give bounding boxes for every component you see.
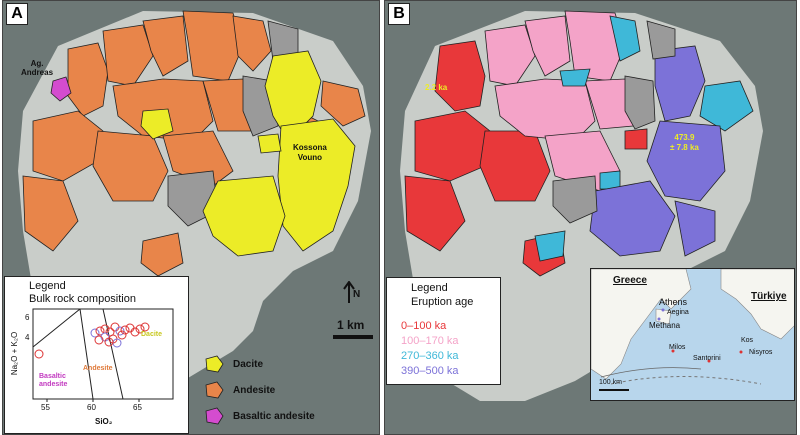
undated-unit	[552, 175, 598, 224]
inset-label-greece: Greece	[613, 275, 647, 286]
age-390-500-unit	[654, 45, 706, 122]
composition-key-row: Basaltic andesite	[203, 405, 315, 427]
location-inset-map: Greece Türkiye Athens Aegina Methana Mil…	[590, 268, 795, 401]
composition-swatch	[205, 407, 224, 425]
inset-label-turkiye: Türkiye	[751, 291, 787, 302]
age-390-500-unit	[674, 200, 716, 257]
andesite-unit	[67, 42, 109, 117]
tas-sample-point	[135, 324, 145, 334]
age-270-360-unit	[599, 170, 621, 190]
undated-unit	[624, 75, 656, 130]
inset-label-methana: Methana	[649, 321, 681, 330]
dacite-unit	[140, 108, 174, 140]
tas-sample-point	[120, 325, 130, 335]
inset-label-milos: Milos	[669, 344, 686, 351]
composition-key-label: Andesite	[233, 384, 276, 396]
map-panel-b: B 2.2 ka 473.9 ± 7.8 ka Legend Eruption …	[384, 0, 797, 435]
label-kossona-vouno: Kossona Vouno	[293, 143, 327, 162]
age-100-170-unit	[494, 78, 596, 142]
age-100-170-unit	[484, 24, 536, 87]
label-age-young: 2.2 ka	[425, 83, 448, 92]
age-legend-item: 100–170 ka	[401, 335, 459, 347]
north-arrow-icon	[343, 281, 355, 303]
legend-subtitle-a: Bulk rock composition	[29, 293, 136, 305]
tas-sample-point	[117, 330, 127, 340]
tas-legend: Legend Bulk rock composition Na₂O + K₂O …	[4, 276, 189, 434]
tas-xlabel: SiO₂	[95, 417, 113, 426]
andesite-unit	[162, 130, 234, 187]
tas-xtick-60: 60	[87, 403, 96, 412]
tas-sample-point	[95, 326, 105, 336]
age-0-100-unit	[404, 175, 466, 252]
andesite-unit	[142, 15, 189, 77]
tas-xtick-55: 55	[41, 403, 50, 412]
tas-ytick-4: 4	[25, 333, 30, 342]
dacite-unit	[257, 133, 282, 154]
tas-sample-point	[94, 335, 104, 345]
tas-sample-point	[140, 322, 150, 332]
inset-label-athens: Athens	[659, 297, 688, 307]
composition-key: Dacite Andesite Basaltic andesite	[203, 353, 373, 433]
tas-sample-point	[90, 328, 100, 338]
map-panel-a: A Ag. Andreas Kossona Vouno N 1 km Legen…	[2, 0, 380, 435]
composition-key-row: Dacite	[203, 353, 263, 375]
panel-letter-a: A	[6, 3, 28, 25]
composition-swatch	[205, 381, 224, 399]
age-legend: Legend Eruption age 0–100 ka 100–170 ka 27…	[386, 277, 501, 385]
tas-ytick-6: 6	[25, 313, 30, 322]
tas-field-andesite: Andesite	[83, 365, 113, 372]
tas-sample-point	[104, 337, 114, 347]
aegean-map	[591, 269, 794, 391]
tas-xtick-65: 65	[133, 403, 142, 412]
dacite-unit	[277, 118, 356, 252]
inset-scale-label: 100 km	[599, 379, 622, 386]
age-270-360-unit	[559, 68, 591, 87]
inset-label-nisyros: Nisyros	[749, 349, 773, 356]
age-390-500-unit	[589, 180, 676, 257]
tas-field-basaltic: Basaltic andesite	[39, 373, 68, 388]
inset-label-santorini: Santorini	[693, 355, 721, 362]
inset-label-kos: Kos	[741, 337, 754, 344]
andesite-unit	[320, 80, 366, 127]
age-legend-item: 0–100 ka	[401, 320, 447, 332]
composition-swatch	[205, 355, 224, 373]
age-270-360-unit	[609, 15, 641, 62]
inset-label-aegina: Aegina	[667, 309, 689, 316]
composition-key-label: Basaltic andesite	[233, 410, 315, 422]
tas-sample-point	[110, 322, 120, 332]
andesite-unit	[22, 175, 79, 252]
tas-sample-point	[125, 323, 135, 333]
panel-letter-b: B	[388, 3, 410, 25]
north-arrow	[343, 281, 363, 311]
age-270-360-unit	[699, 80, 754, 132]
legend-title-a: Legend	[29, 280, 66, 292]
composition-key-label: Dacite	[233, 358, 264, 370]
age-390-500-unit	[646, 120, 726, 202]
label-ag-andreas: Ag. Andreas	[21, 59, 54, 77]
tas-sample-point	[130, 327, 140, 337]
age-legend-item: 270–360 ka	[401, 350, 459, 362]
age-0-100-unit	[434, 40, 486, 112]
age-0-100-unit	[624, 128, 648, 150]
legend-title-b: Legend	[411, 282, 448, 294]
scale-bar-label: 1 km	[337, 318, 365, 332]
andesite-unit	[102, 24, 154, 87]
age-270-360-unit	[534, 230, 566, 262]
north-label: N	[353, 289, 361, 300]
scale-bar	[333, 335, 373, 339]
dacite-unit	[202, 175, 286, 257]
undated-unit	[646, 20, 676, 60]
composition-key-row: Andesite	[203, 379, 275, 401]
age-legend-item: 390–500 ka	[401, 365, 459, 377]
tas-ylabel: Na₂O + K₂O	[10, 331, 20, 376]
tas-diagram	[32, 308, 174, 402]
basaltic-andesite-unit	[50, 76, 72, 102]
label-age-old: 473.9 ± 7.8 ka	[670, 133, 699, 152]
tas-field-dacite: Dacite	[141, 331, 163, 338]
legend-subtitle-b: Eruption age	[411, 296, 474, 308]
age-100-170-unit	[524, 15, 571, 77]
andesite-unit	[232, 15, 272, 72]
andesite-unit	[140, 232, 184, 277]
